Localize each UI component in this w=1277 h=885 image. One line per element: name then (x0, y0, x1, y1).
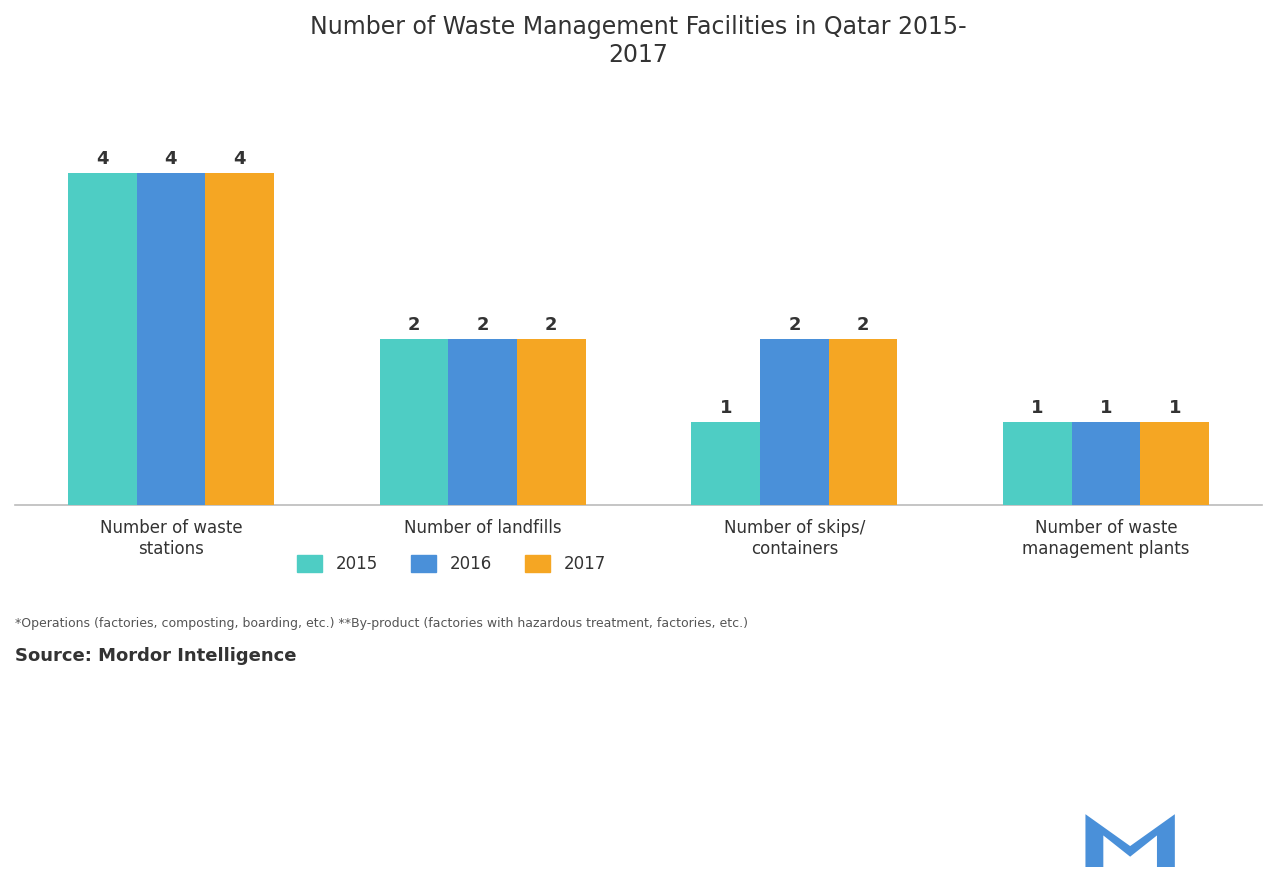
Text: 4: 4 (96, 150, 109, 168)
Text: 1: 1 (719, 399, 732, 417)
Text: 1: 1 (1032, 399, 1043, 417)
Text: 1: 1 (1099, 399, 1112, 417)
Bar (448, 339, 517, 505)
Bar (1140, 422, 1209, 505)
Text: 2: 2 (788, 316, 801, 334)
Bar (517, 339, 585, 505)
Text: 2: 2 (476, 316, 489, 334)
Text: 2: 2 (545, 316, 558, 334)
Bar (829, 339, 898, 505)
Bar (137, 173, 206, 505)
Legend: 2015, 2016, 2017: 2015, 2016, 2017 (291, 549, 613, 580)
Bar (760, 339, 829, 505)
Text: 4: 4 (234, 150, 245, 168)
Bar (206, 173, 273, 505)
Bar (379, 339, 448, 505)
Bar (1004, 422, 1071, 505)
Text: 1: 1 (1168, 399, 1181, 417)
Text: 2: 2 (407, 316, 420, 334)
Text: *Operations (factories, composting, boarding, etc.) **By-product (factories with: *Operations (factories, composting, boar… (15, 618, 748, 630)
Text: 4: 4 (165, 150, 178, 168)
Text: 2: 2 (857, 316, 870, 334)
Bar (68, 173, 137, 505)
PathPatch shape (1085, 814, 1175, 867)
Bar (1071, 422, 1140, 505)
Bar (692, 422, 760, 505)
Text: Source: Mordor Intelligence: Source: Mordor Intelligence (15, 647, 296, 665)
Title: Number of Waste Management Facilities in Qatar 2015-
2017: Number of Waste Management Facilities in… (310, 15, 967, 66)
